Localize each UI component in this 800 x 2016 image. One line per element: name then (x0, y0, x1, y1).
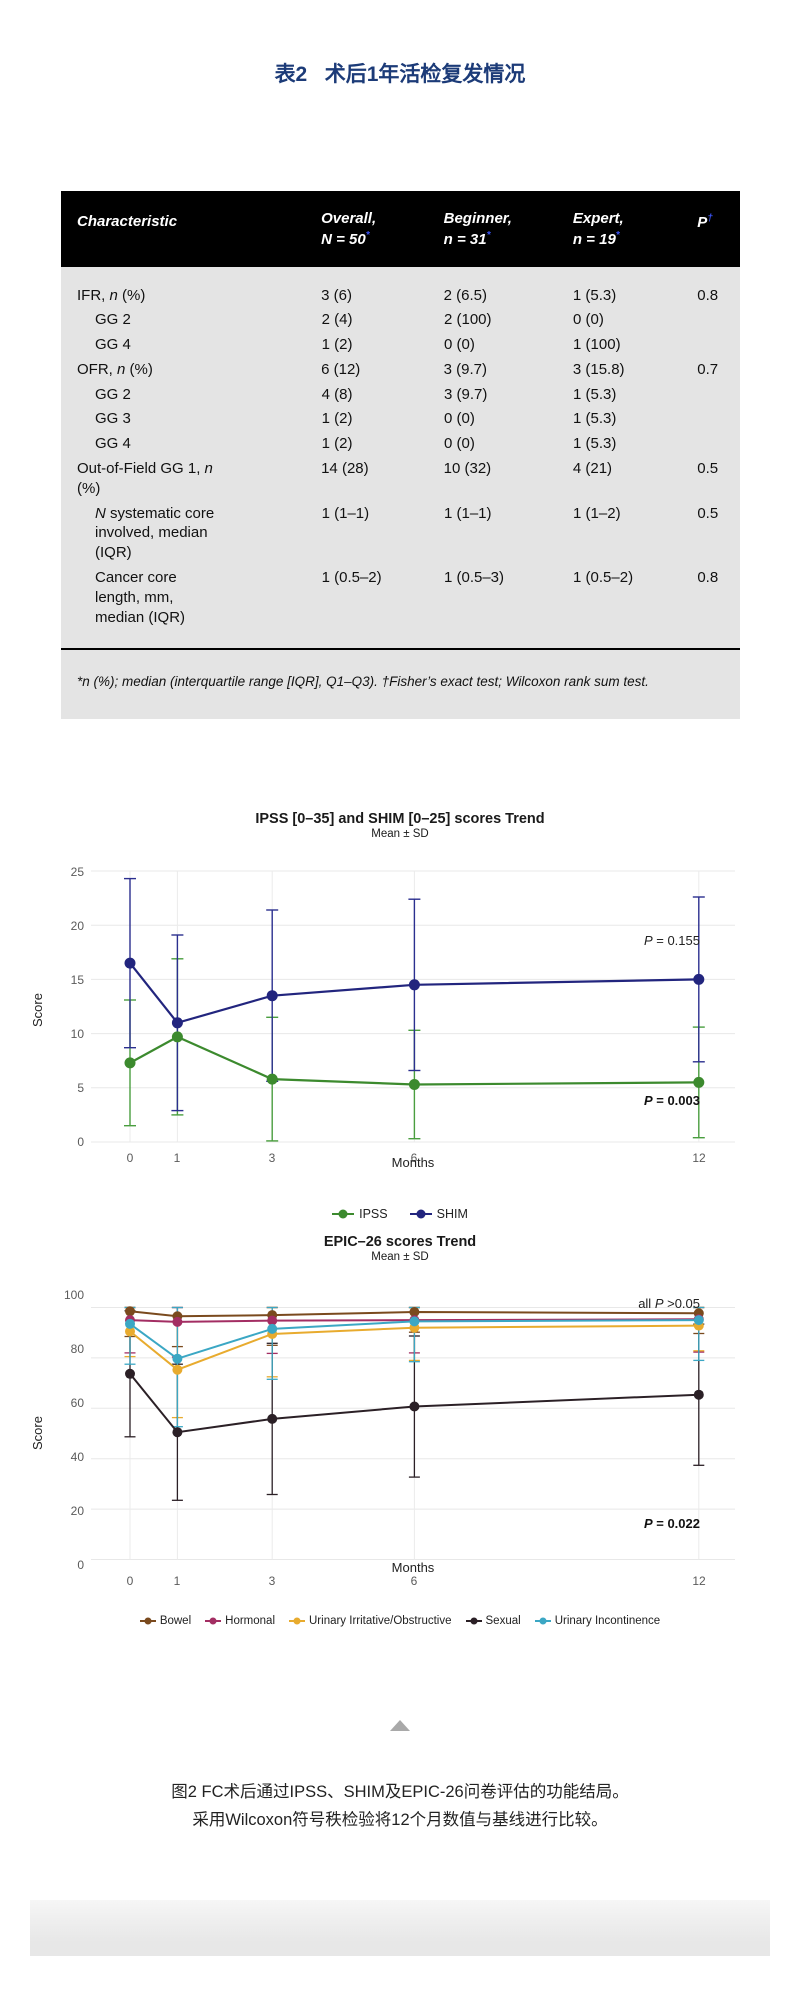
svg-text:3: 3 (269, 1151, 276, 1165)
svg-text:P = 0.003: P = 0.003 (644, 1093, 700, 1108)
svg-text:0: 0 (77, 1558, 84, 1572)
svg-text:0: 0 (127, 1151, 134, 1165)
svg-text:80: 80 (71, 1342, 85, 1356)
svg-text:12: 12 (692, 1574, 706, 1588)
svg-text:25: 25 (71, 865, 85, 879)
svg-text:5: 5 (77, 1081, 84, 1095)
svg-text:Months: Months (392, 1155, 435, 1170)
svg-text:0: 0 (77, 1135, 84, 1149)
svg-text:40: 40 (71, 1450, 85, 1464)
svg-text:P = 0.155: P = 0.155 (644, 933, 700, 948)
svg-text:3: 3 (269, 1574, 276, 1588)
svg-text:all P >0.05: all P >0.05 (638, 1296, 700, 1311)
svg-text:0: 0 (127, 1574, 134, 1588)
svg-text:1: 1 (174, 1574, 181, 1588)
svg-text:20: 20 (71, 919, 85, 933)
svg-text:6: 6 (411, 1574, 418, 1588)
svg-text:10: 10 (71, 1027, 85, 1041)
svg-text:Score: Score (30, 1416, 45, 1450)
svg-text:60: 60 (71, 1396, 85, 1410)
svg-text:15: 15 (71, 973, 85, 987)
svg-text:P = 0.022: P = 0.022 (644, 1516, 700, 1531)
svg-text:1: 1 (174, 1151, 181, 1165)
svg-text:20: 20 (71, 1504, 85, 1518)
svg-text:100: 100 (64, 1288, 84, 1302)
svg-text:Score: Score (30, 993, 45, 1027)
svg-text:12: 12 (692, 1151, 706, 1165)
svg-text:Months: Months (392, 1560, 435, 1575)
